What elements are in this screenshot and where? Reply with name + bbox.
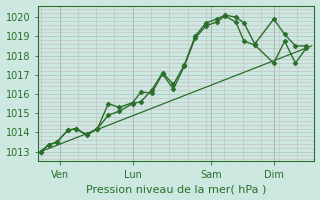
- X-axis label: Pression niveau de la mer( hPa ): Pression niveau de la mer( hPa ): [86, 184, 266, 194]
